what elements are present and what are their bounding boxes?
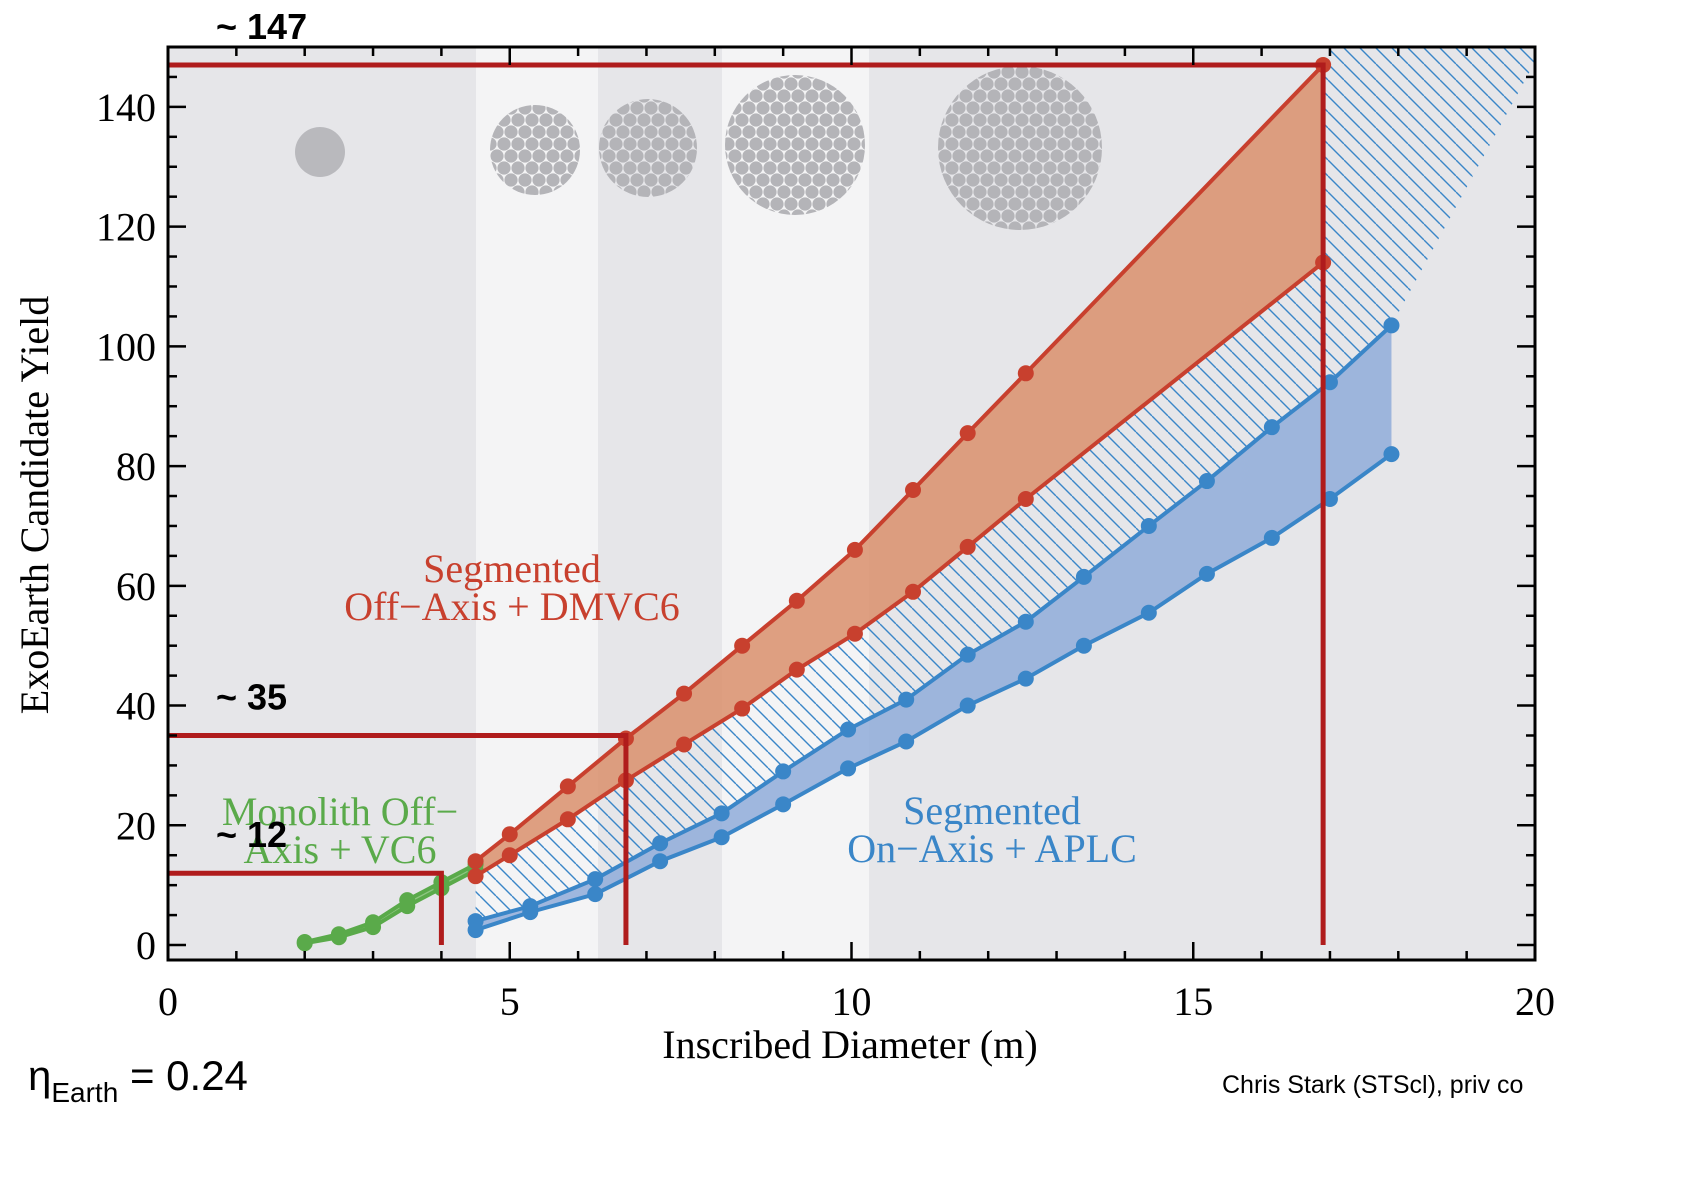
data-point — [905, 583, 922, 600]
data-point — [1198, 473, 1215, 490]
x-tick-label: 15 — [1173, 979, 1213, 1024]
data-point — [587, 886, 604, 903]
data-point — [846, 541, 863, 558]
data-point — [1140, 517, 1157, 534]
region-label: Segmented — [423, 546, 601, 591]
y-tick-label: 40 — [116, 684, 156, 729]
reference-line — [168, 732, 629, 946]
data-point — [1017, 613, 1034, 630]
credit: Chris Stark (STScl), priv co — [1222, 1071, 1523, 1099]
data-point — [1383, 446, 1400, 463]
x-tick-label: 0 — [158, 979, 178, 1024]
data-point — [788, 592, 805, 609]
region-label: On−Axis + APLC — [847, 826, 1137, 871]
data-point — [676, 685, 693, 702]
y-tick-label: 100 — [96, 324, 156, 369]
data-point — [652, 853, 669, 870]
data-point — [959, 646, 976, 663]
data-point — [467, 853, 484, 870]
data-point — [846, 625, 863, 642]
region-label: Off−Axis + DMVC6 — [344, 584, 680, 629]
data-point — [713, 805, 730, 822]
data-point — [1075, 568, 1092, 585]
reference-line — [168, 62, 1326, 946]
data-point — [840, 760, 857, 777]
data-point — [587, 871, 604, 888]
data-point — [365, 919, 382, 936]
footnote: ηEarth = 0.24 — [28, 1052, 248, 1108]
data-point — [467, 868, 484, 885]
data-point — [1321, 491, 1338, 508]
data-point — [905, 482, 922, 499]
data-point — [734, 637, 751, 654]
data-point — [959, 538, 976, 555]
plot-area — [296, 47, 1535, 952]
data-point — [522, 904, 539, 921]
data-point — [1198, 565, 1215, 582]
data-point — [898, 733, 915, 750]
series-line — [474, 63, 1325, 863]
data-point — [713, 829, 730, 846]
data-point — [1017, 491, 1034, 508]
data-point — [1263, 419, 1280, 436]
data-point — [898, 691, 915, 708]
data-point — [1321, 374, 1338, 391]
data-point — [467, 922, 484, 939]
data-point — [1017, 365, 1034, 382]
data-point — [501, 847, 518, 864]
data-point — [1263, 529, 1280, 546]
data-point — [676, 736, 693, 753]
data-point — [734, 700, 751, 717]
y-tick-label: 20 — [116, 803, 156, 848]
data-point — [840, 721, 857, 738]
region-label: Axis + VC6 — [244, 827, 437, 872]
mirror-icons — [295, 66, 1102, 230]
data-point — [1383, 317, 1400, 334]
y-axis-title: ExoEarth Candidate Yield — [12, 296, 57, 714]
data-point — [652, 835, 669, 852]
x-tick-label: 10 — [832, 979, 872, 1024]
y-tick-label: 140 — [96, 85, 156, 130]
annotation-label: ~ 12 — [216, 814, 287, 855]
data-point — [501, 826, 518, 843]
overlay: Monolith Off−Axis + VC6SegmentedOff−Axis… — [168, 6, 1326, 946]
y-tick-label: 60 — [116, 564, 156, 609]
data-point — [1075, 637, 1092, 654]
x-tick-label: 20 — [1515, 979, 1555, 1024]
reference-line — [168, 870, 444, 946]
annotation-label: ~ 147 — [216, 6, 307, 47]
y-tick-label: 120 — [96, 205, 156, 250]
data-point — [959, 697, 976, 714]
y-tick-label: 0 — [136, 923, 156, 968]
series-line — [474, 260, 1325, 878]
data-point — [775, 763, 792, 780]
data-point — [399, 898, 416, 915]
data-point — [775, 796, 792, 813]
data-point — [296, 935, 313, 952]
footnote-symbol: η — [28, 1052, 51, 1099]
data-point — [1140, 604, 1157, 621]
data-point — [559, 778, 576, 795]
hatch-area — [475, 47, 1535, 922]
region-label: Monolith Off− — [222, 789, 458, 834]
annotation-label: ~ 35 — [216, 676, 287, 717]
data-point — [788, 661, 805, 678]
x-tick-label: 5 — [500, 979, 520, 1024]
data-point — [1017, 670, 1034, 687]
x-axis-title: Inscribed Diameter (m) — [662, 1022, 1037, 1067]
data-point — [959, 425, 976, 442]
y-tick-label: 80 — [116, 444, 156, 489]
footnote-text: = 0.24 — [118, 1052, 248, 1099]
data-point — [559, 811, 576, 828]
footnote-subscript: Earth — [51, 1077, 118, 1108]
data-point — [330, 929, 347, 946]
region-label: Segmented — [903, 788, 1081, 833]
